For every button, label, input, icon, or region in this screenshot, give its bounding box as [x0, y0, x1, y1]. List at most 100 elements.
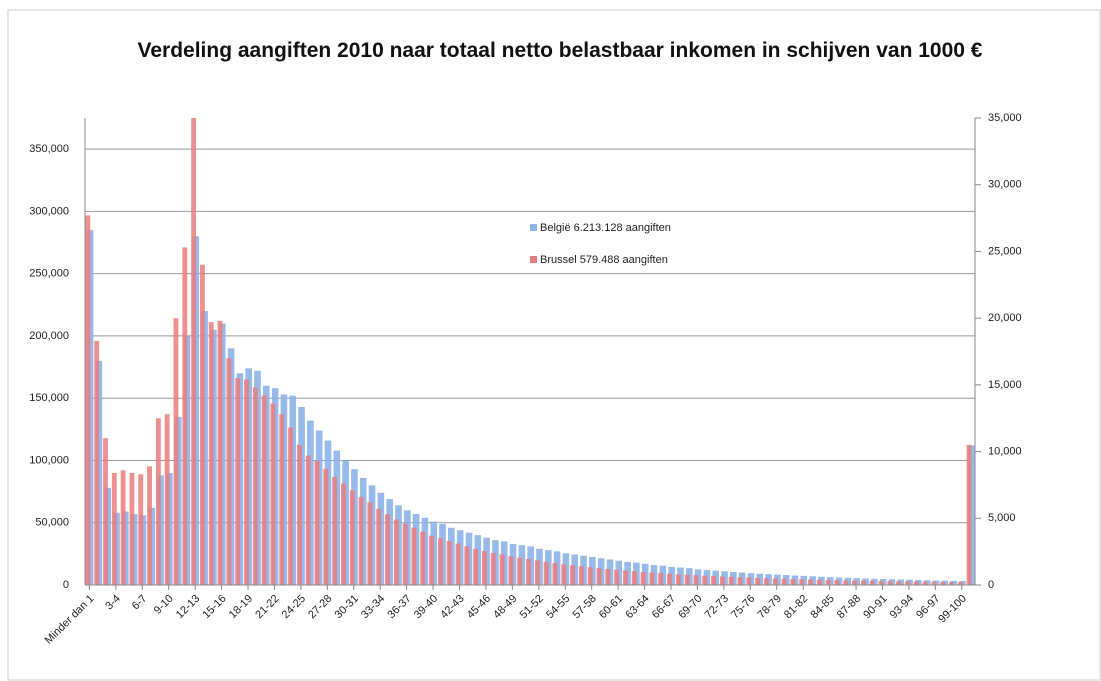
- bar: [596, 568, 602, 585]
- y2-tick-label: 10,000: [988, 445, 1022, 457]
- bar: [904, 581, 910, 585]
- bar: [103, 438, 108, 585]
- bar: [429, 535, 434, 585]
- bar: [808, 579, 813, 585]
- bar: [843, 580, 849, 585]
- x-tick-label: 30-31: [333, 593, 361, 621]
- bar: [464, 546, 470, 585]
- x-tick-label: 93-94: [888, 593, 916, 621]
- y-tick-label: 200,000: [29, 330, 69, 342]
- bar: [957, 582, 963, 585]
- bar: [217, 320, 223, 585]
- bar: [772, 578, 778, 585]
- bar: [825, 579, 831, 585]
- bar: [296, 444, 302, 585]
- y-tick-label: 350,000: [29, 143, 69, 155]
- bar: [226, 358, 232, 585]
- x-tick-label: 33-34: [359, 593, 387, 621]
- bar: [675, 574, 681, 585]
- y-tick-label: 300,000: [29, 205, 69, 217]
- bar: [164, 414, 170, 585]
- y-tick-label: 50,000: [35, 517, 69, 529]
- bar: [385, 514, 390, 585]
- y2-tick-label: 25,000: [988, 245, 1022, 257]
- bar: [667, 573, 672, 585]
- bar: [526, 558, 531, 585]
- bar: [455, 543, 461, 585]
- bar: [446, 540, 452, 585]
- legend-swatch: [530, 224, 537, 231]
- chart-title: Verdeling aangiften 2010 naar totaal net…: [137, 39, 983, 62]
- bar: [578, 566, 584, 585]
- bar: [790, 578, 796, 585]
- bar: [376, 508, 382, 585]
- bar: [940, 581, 946, 585]
- bar: [270, 403, 276, 585]
- bar: [587, 567, 593, 585]
- x-tick-label: 87-88: [835, 593, 863, 621]
- bar: [208, 322, 214, 585]
- bar: [288, 427, 293, 585]
- bar: [305, 455, 311, 585]
- x-tick-label: 69-70: [676, 593, 704, 621]
- bar: [111, 472, 117, 585]
- y-tick-label: 250,000: [29, 268, 69, 280]
- x-tick-label: 90-91: [861, 593, 889, 621]
- bar: [340, 483, 346, 585]
- bar: [693, 575, 699, 585]
- bar: [332, 476, 338, 585]
- x-tick-label: 36-37: [385, 593, 413, 621]
- x-tick-label: 9-10: [152, 593, 176, 617]
- bar: [570, 565, 575, 585]
- bar: [931, 581, 937, 585]
- bar: [138, 474, 144, 585]
- y2-tick-label: 15,000: [988, 379, 1022, 391]
- x-tick-label: 63-64: [623, 593, 651, 621]
- bar: [508, 556, 514, 585]
- x-tick-label: 54-55: [544, 593, 572, 621]
- bar: [543, 561, 549, 585]
- bar: [746, 577, 752, 585]
- bar: [473, 548, 479, 585]
- bar: [869, 580, 875, 585]
- bar: [323, 468, 329, 585]
- x-tick-label: 27-28: [306, 593, 334, 621]
- x-tick-label: 15-16: [200, 593, 228, 621]
- bar: [887, 581, 893, 585]
- bar: [129, 472, 135, 585]
- y2-tick-label: 30,000: [988, 179, 1022, 191]
- bar: [402, 523, 408, 585]
- bar: [120, 470, 126, 585]
- x-tick-label: 60-61: [597, 593, 625, 621]
- bar: [420, 531, 426, 585]
- bar: [640, 571, 646, 585]
- bar: [437, 538, 443, 585]
- bar: [94, 340, 100, 585]
- y-tick-label: 100,000: [29, 454, 69, 466]
- x-tick-label: 99-100: [936, 593, 969, 626]
- bar: [755, 577, 760, 585]
- bar: [684, 574, 690, 585]
- bar: [252, 387, 258, 585]
- bar: [719, 576, 725, 585]
- x-tick-label: 45-46: [465, 593, 493, 621]
- bar: [314, 460, 320, 585]
- bar: [737, 577, 743, 585]
- x-tick-label: 18-19: [227, 593, 255, 621]
- bar: [922, 581, 928, 585]
- bar: [358, 496, 364, 585]
- bar: [411, 527, 417, 585]
- y2-tick-label: 20,000: [988, 312, 1022, 324]
- x-tick-label: 24-25: [280, 593, 308, 621]
- bar: [393, 519, 399, 585]
- x-tick-label: 3-4: [103, 593, 123, 613]
- legend-label: België 6.213.128 aangiften: [540, 222, 671, 234]
- legend-label: Brussel 579.488 aangiften: [540, 254, 668, 266]
- bar: [896, 581, 901, 585]
- bar: [966, 444, 972, 585]
- legend-swatch: [530, 256, 537, 263]
- bar: [279, 414, 285, 585]
- x-tick-label: 21-22: [253, 593, 281, 621]
- bar: [949, 582, 954, 585]
- bar: [552, 562, 558, 585]
